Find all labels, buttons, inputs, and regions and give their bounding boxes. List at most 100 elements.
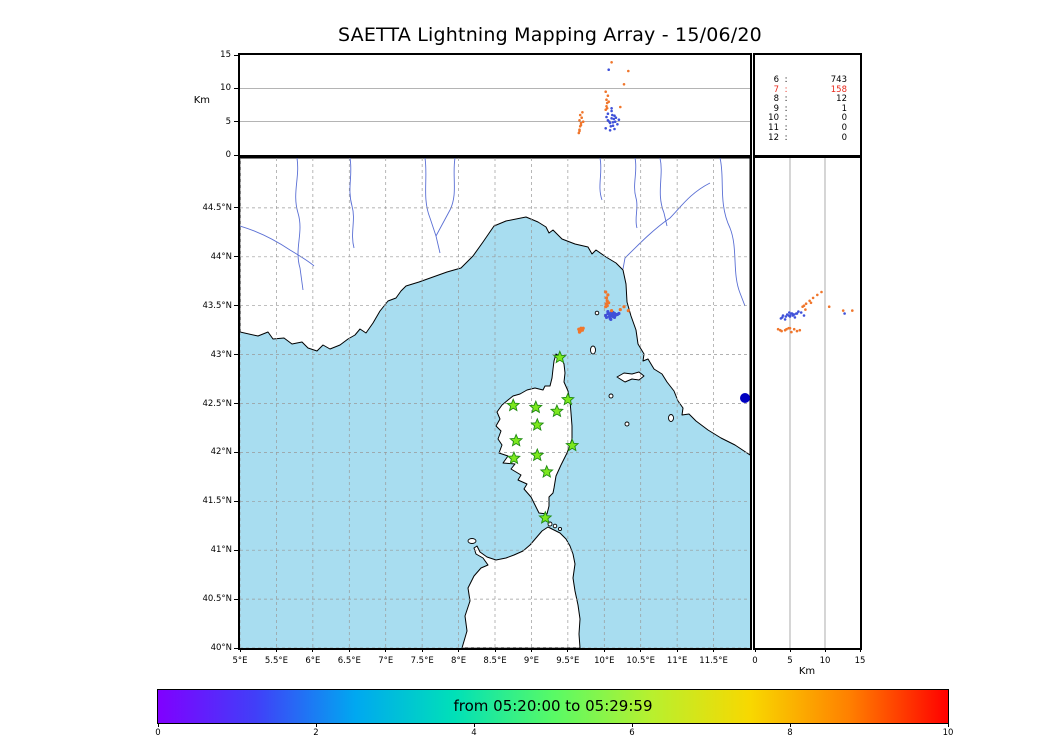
count-row: 12: 0	[765, 132, 847, 144]
flash-point	[605, 304, 609, 308]
flash-point	[604, 315, 609, 319]
flash-point	[579, 121, 583, 125]
tick-label: 41.5°N	[202, 496, 232, 507]
tick-label: 40.5°N	[202, 594, 232, 605]
flash-point	[604, 127, 607, 130]
flash-point	[580, 116, 583, 119]
flash-point	[793, 316, 797, 319]
count-value: 12	[836, 94, 847, 105]
flash-point	[804, 308, 807, 311]
tick-label: 43°N	[210, 349, 232, 360]
tick-label: 42°N	[210, 447, 232, 458]
count-row: 7: 158	[765, 84, 847, 96]
station-marker	[509, 433, 524, 447]
tick-label: 9°E	[523, 656, 539, 666]
elba-island	[616, 371, 645, 383]
river	[659, 158, 668, 227]
flash-point	[808, 299, 811, 303]
altitude-latitude-canvas	[776, 158, 854, 648]
tick-label: 10.5°E	[626, 656, 655, 666]
gridlines	[240, 87, 750, 123]
flash-point	[816, 293, 819, 297]
count-row: 6: 743	[765, 75, 847, 86]
count-level: 12	[768, 132, 779, 143]
tick-label: 10	[942, 728, 954, 738]
flash-point	[604, 290, 608, 294]
flash-point	[610, 117, 613, 120]
flash-point	[843, 312, 846, 315]
river	[599, 158, 603, 201]
lake-bolsena	[740, 393, 750, 403]
flash-point	[579, 123, 583, 127]
tick-label: 8°E	[451, 656, 467, 666]
tick-label: 7°E	[378, 656, 394, 666]
flash-point	[798, 328, 802, 332]
river	[349, 158, 355, 249]
station-marker	[530, 417, 545, 431]
altitude-longitude-canvas	[240, 61, 750, 135]
count-colon: :	[784, 103, 788, 114]
flash-point	[799, 311, 803, 314]
tick-label: 11°E	[666, 656, 688, 666]
flash-point	[618, 308, 622, 312]
flash-point	[608, 121, 612, 125]
flash-point	[776, 327, 780, 331]
station-marker	[506, 398, 521, 412]
tick-label: 7.5°E	[410, 656, 434, 666]
flash-point	[610, 109, 613, 113]
flash-point	[578, 129, 581, 133]
flash-point	[613, 114, 616, 117]
count-value: 158	[830, 84, 847, 95]
tick-label: 8	[787, 728, 793, 738]
flash-point	[809, 301, 813, 305]
tick-label: 8.5°E	[483, 656, 507, 666]
flash-point	[616, 123, 619, 126]
flash-point	[622, 83, 626, 86]
river	[295, 158, 304, 291]
flash-point	[783, 318, 787, 321]
flash-point	[612, 117, 616, 121]
tick-label: 6°E	[305, 656, 321, 666]
flash-point	[792, 327, 796, 331]
flash-point	[788, 314, 792, 317]
count-value: 1	[841, 103, 847, 114]
count-colon: :	[784, 132, 788, 143]
flash-point	[811, 296, 815, 300]
tick-label: 5°E	[232, 656, 248, 666]
count-level: 6	[773, 75, 779, 85]
flash-point	[790, 330, 793, 334]
flash-point	[578, 119, 581, 122]
flash-point	[608, 129, 612, 132]
gridlines	[789, 158, 826, 648]
flash-points-layer	[577, 61, 630, 135]
tick-label: 10°E	[594, 656, 615, 666]
flash-point	[792, 313, 796, 316]
station-marker	[549, 403, 564, 418]
flash-point	[605, 105, 608, 108]
station-marker	[528, 399, 543, 414]
sardinia-coast	[461, 526, 581, 648]
count-row: 9: 1	[765, 103, 847, 115]
flash-point	[577, 131, 581, 135]
flash-point	[605, 115, 608, 119]
flash-point	[609, 125, 613, 128]
flash-point	[617, 311, 621, 316]
tick-label: 6	[629, 728, 635, 738]
flash-point	[605, 98, 608, 101]
gridlines	[240, 158, 750, 648]
count-value: 743	[830, 75, 847, 85]
flash-point	[790, 312, 794, 315]
river	[622, 182, 711, 270]
tick-label: 0	[155, 728, 161, 738]
flash-point	[606, 94, 610, 97]
station-markers-layer	[506, 350, 580, 524]
capraia-island	[590, 345, 596, 355]
maddalena-island	[552, 523, 558, 529]
mainland-coast	[240, 158, 750, 456]
count-level: 7	[773, 84, 779, 95]
flash-point	[613, 127, 616, 131]
tick-label: 42.5°N	[202, 398, 232, 409]
altitude-longitude-panel	[238, 53, 752, 157]
station-marker	[560, 392, 575, 406]
flash-point	[606, 112, 610, 115]
